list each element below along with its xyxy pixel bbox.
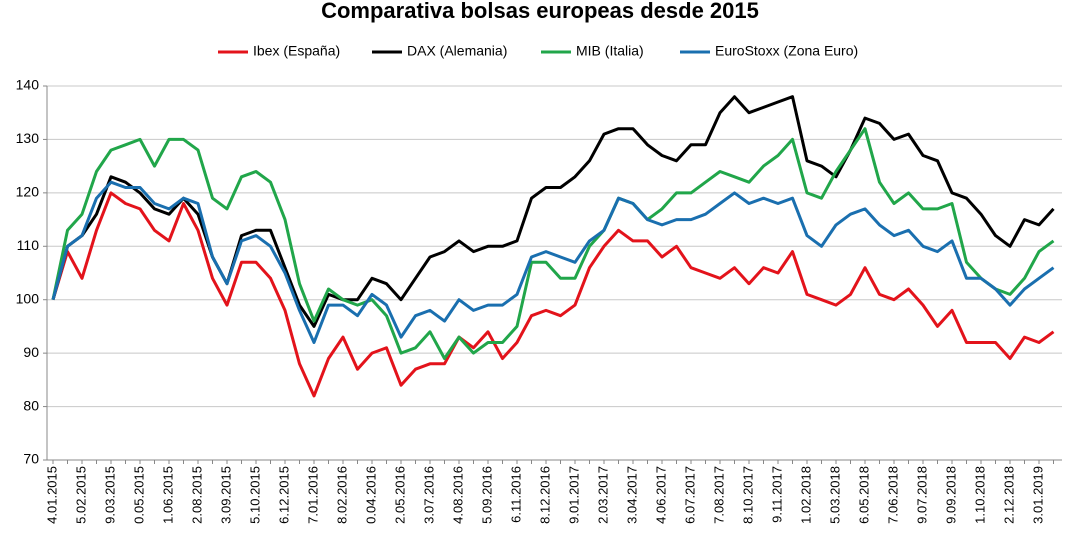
- x-tick-label: 4.01.2015: [44, 466, 59, 524]
- x-tick-label: 3.07.2016: [421, 466, 436, 524]
- series-line: [51, 127, 1055, 360]
- y-tick-label: 100: [16, 290, 40, 306]
- x-tick-label: 2.08.2015: [189, 466, 204, 524]
- x-tick-label: 4.06.2017: [653, 466, 668, 524]
- x-tick-label: 6.12.2015: [276, 466, 291, 524]
- x-tick-label: 5.02.2015: [73, 466, 88, 524]
- x-tick-label: 8.02.2016: [334, 466, 349, 524]
- x-tick-label: 9.01.2017: [566, 466, 581, 524]
- x-tick-label: 5.03.2018: [827, 466, 842, 524]
- y-tick-label: 120: [16, 184, 40, 200]
- x-tick-label: 7.08.2017: [711, 466, 726, 524]
- y-tick-label: 90: [23, 344, 39, 360]
- x-tick-label: 9.11.2017: [769, 466, 784, 523]
- x-tick-label: 3.04.2017: [624, 466, 639, 524]
- x-tick-label: 0.04.2016: [363, 466, 378, 524]
- legend-text: DAX (Alemania): [407, 43, 507, 59]
- x-tick-label: 3.09.2015: [218, 466, 233, 524]
- x-tick-label: 5.10.2015: [247, 466, 262, 524]
- y-tick-label: 140: [16, 77, 40, 93]
- x-tick-label: 6.05.2018: [856, 466, 871, 524]
- x-tick-label: 9.03.2015: [102, 466, 117, 524]
- x-tick-label: 6.07.2017: [682, 466, 697, 524]
- x-tick-label: 8.10.2017: [740, 466, 755, 524]
- legend-text: MIB (Italia): [576, 43, 644, 59]
- x-tick-label: 7.01.2016: [305, 466, 320, 524]
- legend-text: EuroStoxx (Zona Euro): [715, 43, 858, 59]
- x-tick-label: 7.06.2018: [885, 466, 900, 524]
- y-tick-label: 80: [23, 397, 39, 413]
- x-tick-label: 0.05.2015: [131, 466, 146, 524]
- x-tick-label: 1.10.2018: [972, 466, 987, 524]
- x-tick-label: 9.07.2018: [914, 466, 929, 524]
- y-tick-label: 110: [17, 237, 40, 253]
- x-tick-label: 3.01.2019: [1030, 466, 1045, 524]
- x-tick-label: 1.06.2015: [160, 466, 175, 524]
- series-line: [51, 191, 1055, 398]
- series-line: [51, 180, 1055, 344]
- x-tick-label: 2.05.2016: [392, 466, 407, 524]
- legend-text: Ibex (España): [253, 43, 340, 59]
- y-tick-label: 130: [16, 130, 40, 146]
- x-tick-label: 2.12.2018: [1001, 466, 1016, 524]
- x-tick-label: 4.08.2016: [450, 466, 465, 524]
- x-tick-label: 1.02.2018: [798, 466, 813, 524]
- x-tick-label: 2.03.2017: [595, 466, 610, 524]
- y-tick-label: 70: [23, 451, 39, 467]
- chart-title: Comparativa bolsas europeas desde 2015: [321, 0, 759, 23]
- x-tick-label: 9.09.2018: [943, 466, 958, 524]
- x-tick-label: 5.09.2016: [479, 466, 494, 524]
- x-tick-label: 6.11.2016: [508, 466, 523, 523]
- x-tick-label: 8.12.2016: [537, 466, 552, 524]
